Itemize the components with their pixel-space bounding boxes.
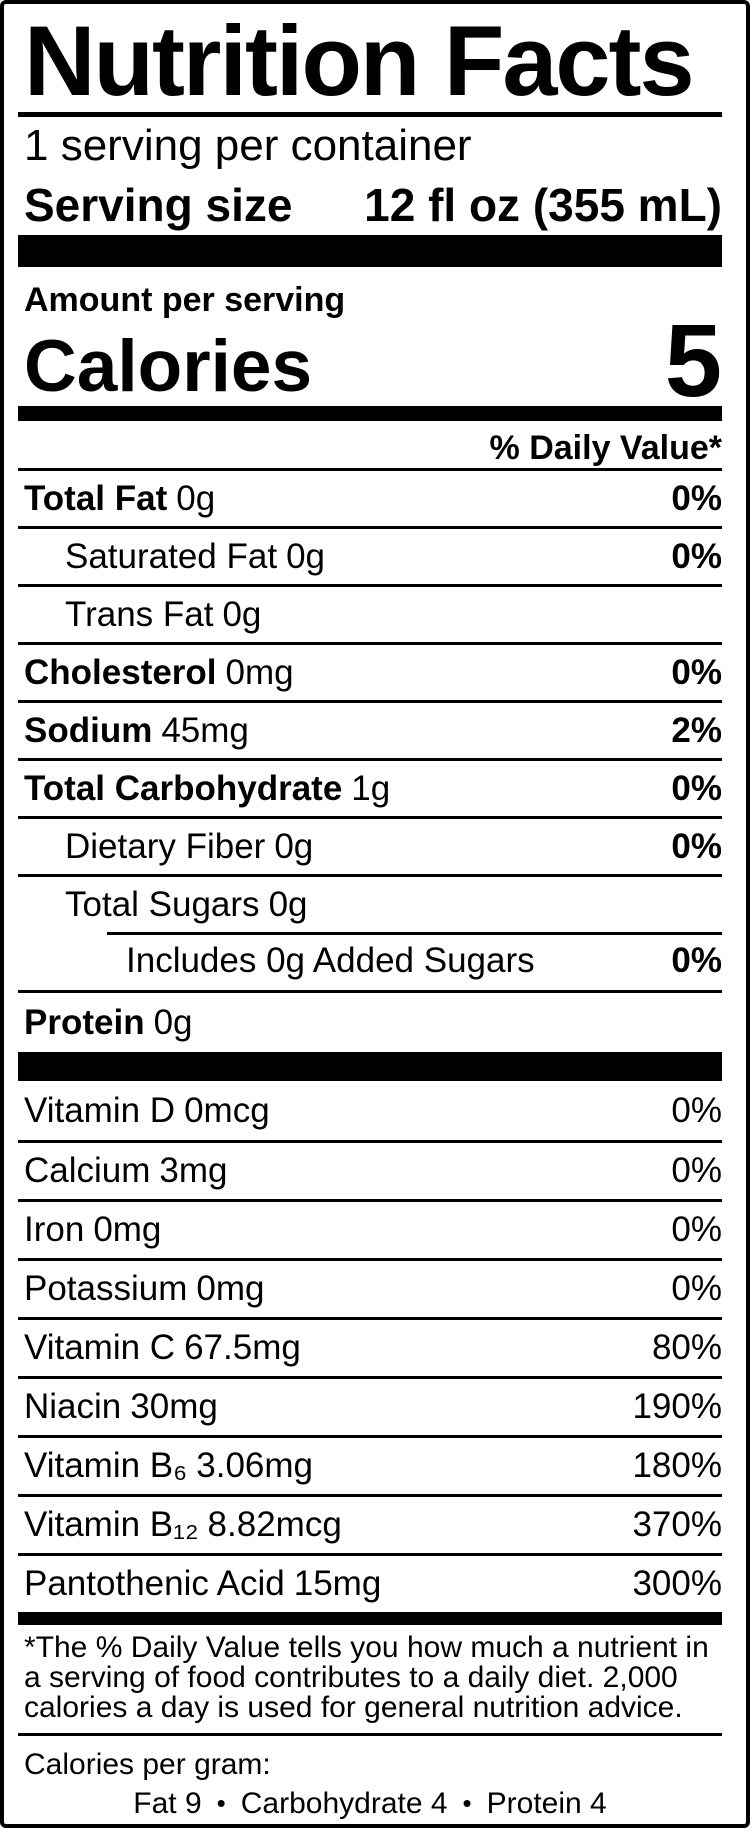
vitamin-amount: 0mg [93, 1210, 162, 1249]
vitamin-name: Pantothenic Acid [24, 1564, 285, 1603]
nutrient-amount: 0g [176, 478, 216, 518]
nutrient-dv: 0% [671, 478, 722, 518]
nutrient-amount: 0g [286, 536, 326, 576]
vitamin-amount: 30mg [130, 1387, 218, 1426]
section-bar-thick [18, 235, 722, 267]
vitamin-row-calcium: Calcium 3mg 0% [18, 1140, 722, 1199]
section-bar-thick [18, 1052, 722, 1081]
vitamin-amount: 3.06mg [196, 1446, 314, 1485]
nutrient-row-cholesterol: Cholesterol 0mg 0% [18, 642, 722, 700]
calories-bar [18, 406, 722, 421]
vitamin-dv: 0% [671, 1210, 722, 1249]
nutrient-name: Protein [24, 1002, 145, 1042]
vitamin-name: Niacin [24, 1387, 122, 1426]
amount-per-serving-label: Amount per serving [24, 281, 346, 319]
vitamin-dv: 190% [632, 1387, 722, 1426]
nutrient-amount: 45mg [161, 710, 249, 750]
daily-value-header: % Daily Value* [489, 429, 722, 467]
vitamin-name: Vitamin C [24, 1328, 176, 1367]
nutrient-row-total-sugars: Total Sugars 0g [18, 874, 722, 932]
vitamin-row-potassium: Potassium 0mg 0% [18, 1258, 722, 1317]
nutrient-amount: 0g [268, 884, 308, 924]
vitamin-amount: 0mcg [184, 1090, 270, 1130]
nutrient-name: Total Sugars [65, 884, 260, 924]
vitamin-name: Vitamin B₆ [24, 1446, 188, 1485]
nutrient-amount: 0g [274, 826, 314, 866]
nutrient-name: Includes 0g Added Sugars [126, 941, 535, 980]
nutrient-dv: 0% [671, 652, 722, 692]
nutrient-name: Cholesterol [24, 652, 217, 692]
calories-per-gram-values: Fat 9 • Carbohydrate 4 • Protein 4 [18, 1786, 722, 1821]
calories-per-gram-label: Calories per gram: [24, 1748, 271, 1781]
calories-per-gram-section: Calories per gram: Fat 9 • Carbohydrate 4 •… [18, 1736, 722, 1821]
vitamin-row-vitamin-b12: Vitamin B₁₂ 8.82mcg 370% [18, 1494, 722, 1553]
vitamin-amount: 8.82mcg [207, 1505, 342, 1544]
vitamin-row-pantothenic-acid: Pantothenic Acid 15mg 300% [18, 1553, 722, 1612]
nutrient-name: Total Carbohydrate [24, 768, 343, 808]
serving-size-row: Serving size 12 fl oz (355 mL) [18, 175, 722, 235]
vitamin-name: Calcium [24, 1151, 151, 1190]
serving-size-label: Serving size [24, 179, 293, 231]
nutrient-name: Trans Fat [65, 594, 214, 634]
nutrient-amount: 0g [222, 594, 262, 634]
nutrient-amount: 0mg [225, 652, 294, 692]
nutrient-name: Total Fat [24, 478, 168, 518]
nutrient-name: Saturated Fat [65, 536, 278, 576]
vitamin-row-niacin: Niacin 30mg 190% [18, 1376, 722, 1435]
nutrient-dv: 0% [671, 826, 722, 866]
vitamin-name: Vitamin B₁₂ [24, 1505, 199, 1544]
bullet-separator: • [216, 1788, 226, 1818]
cpg-fat: Fat 9 [133, 1787, 202, 1820]
bullet-separator: • [462, 1788, 472, 1818]
nutrient-amount: 0g [153, 1002, 193, 1042]
vitamin-dv: 370% [632, 1505, 722, 1544]
calories-row: Calories 5 [18, 303, 722, 418]
nutrient-dv: 2% [671, 710, 722, 750]
vitamin-dv: 300% [632, 1564, 722, 1603]
nutrient-row-saturated-fat: Saturated Fat 0g 0% [18, 526, 722, 584]
vitamin-dv: 80% [651, 1328, 722, 1367]
nutrient-amount: 1g [351, 768, 391, 808]
footnote-divider [18, 1733, 722, 1736]
vitamin-dv: 0% [671, 1090, 722, 1130]
nutrient-name: Dietary Fiber [65, 826, 266, 866]
vitamin-row-iron: Iron 0mg 0% [18, 1199, 722, 1258]
nutrient-row-added-sugars: Includes 0g Added Sugars 0% [18, 932, 722, 990]
nutrient-row-protein: Protein 0g [18, 990, 722, 1052]
vitamin-name: Vitamin D [24, 1090, 176, 1130]
vitamin-amount: 15mg [293, 1564, 382, 1603]
nutrient-dv: 0% [671, 941, 722, 980]
calories-value: 5 [664, 303, 722, 418]
nutrient-name: Sodium [24, 710, 153, 750]
nutrient-row-total-fat: Total Fat 0g 0% [18, 468, 722, 526]
cpg-carbohydrate: Carbohydrate 4 [240, 1787, 448, 1820]
cpg-protein: Protein 4 [486, 1787, 607, 1820]
calories-label: Calories [24, 326, 313, 407]
label-title: Nutrition Facts [24, 5, 695, 116]
serving-size-value: 12 fl oz (355 mL) [364, 179, 722, 231]
vitamin-dv: 180% [632, 1446, 722, 1485]
daily-value-footnote: *The % Daily Value tells you how much a … [24, 1631, 709, 1724]
vitamin-row-vitamin-b6: Vitamin B₆ 3.06mg 180% [18, 1435, 722, 1494]
nutrient-dv: 0% [671, 768, 722, 808]
vitamin-dv: 0% [671, 1269, 722, 1308]
vitamin-row-vitamin-c: Vitamin C 67.5mg 80% [18, 1317, 722, 1376]
nutrient-row-sodium: Sodium 45mg 2% [18, 700, 722, 758]
nutrient-row-total-carbohydrate: Total Carbohydrate 1g 0% [18, 758, 722, 816]
nutrient-row-trans-fat: Trans Fat 0g [18, 584, 722, 642]
vitamin-amount: 67.5mg [184, 1328, 301, 1367]
vitamin-dv: 0% [671, 1151, 722, 1190]
vitamin-amount: 3mg [159, 1151, 228, 1190]
title-divider [18, 112, 722, 117]
vitamin-name: Potassium [24, 1269, 188, 1308]
vitamin-name: Iron [24, 1210, 85, 1249]
section-bar-medium [18, 1612, 722, 1625]
vitamin-row-vitamin-d: Vitamin D 0mcg 0% [18, 1081, 722, 1140]
vitamin-amount: 0mg [196, 1269, 265, 1308]
nutrient-dv: 0% [671, 536, 722, 576]
servings-per-container: 1 serving per container [24, 121, 472, 170]
nutrient-row-dietary-fiber: Dietary Fiber 0g 0% [18, 816, 722, 874]
